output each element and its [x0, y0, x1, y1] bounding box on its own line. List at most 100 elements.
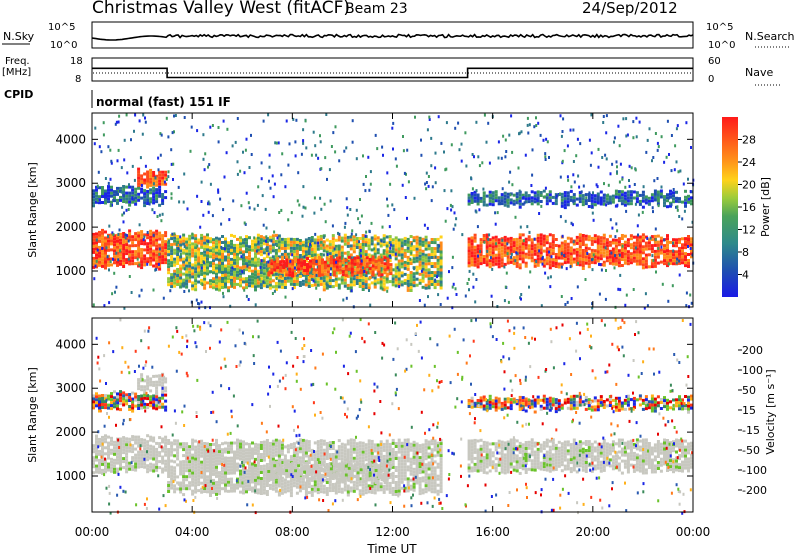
- heatmap-cell: [268, 486, 272, 490]
- heatmap-cell: [312, 267, 315, 271]
- heatmap-cell: [368, 258, 372, 261]
- heatmap-cell: [262, 485, 266, 489]
- heatmap-cell: [313, 253, 317, 257]
- heatmap-cell: [564, 303, 567, 306]
- heatmap-cell: [286, 255, 290, 259]
- heatmap-cell: [167, 454, 171, 457]
- heatmap-cell: [548, 251, 552, 255]
- heatmap-cell: [218, 456, 221, 460]
- heatmap-cell: [687, 265, 690, 268]
- heatmap-cell: [256, 242, 260, 246]
- heatmap-cell: [533, 194, 537, 198]
- heatmap-cell: [98, 437, 101, 441]
- heatmap-cell: [191, 447, 195, 451]
- heatmap-cell: [134, 232, 138, 236]
- heatmap-cell: [122, 466, 126, 470]
- heatmap-cell: [551, 258, 555, 262]
- heatmap-cell: [545, 262, 549, 266]
- heatmap-cell: [182, 463, 186, 467]
- heatmap-cell: [578, 254, 582, 258]
- heatmap-cell: [158, 243, 162, 247]
- heatmap-cell: [503, 247, 507, 251]
- heatmap-cell: [242, 467, 245, 471]
- heatmap-cell: [357, 217, 360, 221]
- heatmap-cell: [218, 237, 221, 241]
- heatmap-cell: [259, 280, 263, 284]
- heatmap-cell: [173, 484, 177, 488]
- heatmap-cell: [149, 188, 153, 192]
- heatmap-cell: [215, 257, 218, 261]
- heatmap-cell: [140, 450, 144, 454]
- heatmap-cell: [672, 191, 675, 195]
- heatmap-cell: [110, 194, 113, 198]
- heatmap-cell: [155, 462, 159, 466]
- heatmap-cell: [221, 460, 224, 464]
- heatmap-cell: [475, 210, 478, 214]
- heatmap-cell: [197, 271, 201, 275]
- heatmap-cell: [161, 240, 165, 244]
- heatmap-cell: [575, 256, 579, 260]
- heatmap-cell: [318, 265, 321, 268]
- heatmap-cell: [294, 154, 297, 158]
- heatmap-cell: [635, 135, 638, 139]
- heatmap-cell: [239, 248, 242, 252]
- heatmap-cell: [343, 225, 346, 229]
- heatmap-cell: [152, 180, 156, 183]
- heatmap-cell: [164, 408, 168, 412]
- heatmap-cell: [412, 236, 416, 240]
- heatmap-cell: [283, 277, 287, 280]
- heatmap-cell: [191, 438, 195, 442]
- heatmap-cell: [566, 197, 570, 201]
- heatmap-cell: [385, 268, 389, 272]
- heatmap-cell: [230, 245, 233, 249]
- heatmap-cell: [394, 275, 398, 279]
- heatmap-cell: [282, 269, 286, 273]
- heatmap-cell: [638, 238, 642, 242]
- heatmap-cell: [131, 468, 135, 472]
- heatmap-cell: [101, 435, 104, 439]
- heatmap-cell: [522, 196, 525, 199]
- heatmap-cell: [98, 260, 101, 264]
- heatmap-cell: [179, 270, 183, 274]
- heatmap-cell: [515, 240, 519, 244]
- heatmap-cell: [155, 180, 159, 184]
- heatmap-cell: [122, 232, 126, 235]
- heatmap-cell: [470, 245, 474, 249]
- heatmap-cell: [524, 246, 528, 250]
- heatmap-cell: [239, 251, 242, 255]
- heatmap-cell: [242, 253, 245, 257]
- heatmap-cell: [581, 261, 585, 264]
- heatmap-cell: [527, 235, 531, 239]
- heatmap-cell: [194, 246, 198, 250]
- heatmap-cell: [212, 454, 215, 458]
- heatmap-cell: [548, 260, 552, 264]
- heatmap-cell: [161, 381, 165, 385]
- heatmap-cell: [137, 456, 141, 460]
- heatmap-cell: [470, 248, 474, 252]
- heatmap-cell: [247, 201, 250, 205]
- heatmap-cell: [123, 158, 126, 162]
- freq-panel-frame: [91, 57, 694, 82]
- heatmap-cell: [345, 296, 348, 300]
- heatmap-cell: [119, 256, 122, 260]
- heatmap-cell: [218, 483, 221, 487]
- heatmap-cell: [485, 245, 489, 249]
- heatmap-cell: [367, 247, 371, 251]
- heatmap-cell: [551, 261, 555, 265]
- heatmap-cell: [109, 177, 112, 181]
- heatmap-cell: [494, 190, 498, 194]
- heatmap-cell: [530, 196, 534, 200]
- heatmap-cell: [254, 255, 257, 259]
- heatmap-cell: [265, 484, 269, 487]
- heatmap-cell: [669, 261, 672, 265]
- heatmap-cell: [352, 268, 356, 272]
- heatmap-cell: [325, 262, 329, 266]
- heatmap-cell: [194, 472, 198, 476]
- heatmap-cell: [140, 174, 144, 178]
- heatmap-cell: [313, 196, 316, 200]
- heatmap-cell: [268, 250, 272, 254]
- heatmap-cell: [545, 256, 549, 260]
- heatmap-cell: [221, 259, 224, 262]
- heatmap-cell: [119, 399, 122, 403]
- heatmap-cell: [313, 280, 317, 284]
